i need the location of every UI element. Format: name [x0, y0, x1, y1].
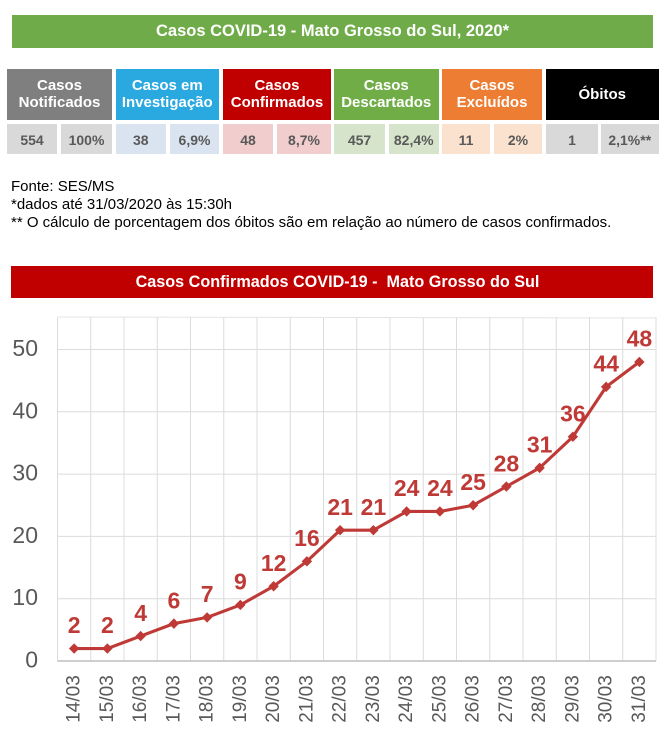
- svg-text:31/03: 31/03: [629, 675, 650, 723]
- svg-text:16: 16: [294, 525, 320, 551]
- svg-text:24: 24: [427, 475, 453, 501]
- svg-text:25/03: 25/03: [429, 675, 450, 723]
- svg-text:2: 2: [68, 612, 81, 638]
- svg-text:2: 2: [101, 612, 114, 638]
- svg-text:7: 7: [201, 581, 214, 607]
- svg-text:15/03: 15/03: [97, 675, 118, 723]
- svg-text:44: 44: [593, 351, 619, 377]
- svg-text:20: 20: [12, 522, 38, 548]
- svg-text:28: 28: [494, 450, 520, 476]
- svg-text:16/03: 16/03: [130, 675, 151, 723]
- svg-text:21/03: 21/03: [296, 675, 317, 723]
- svg-text:20/03: 20/03: [263, 675, 284, 723]
- svg-text:6: 6: [167, 587, 180, 613]
- svg-text:31: 31: [527, 432, 553, 458]
- svg-text:25: 25: [460, 469, 486, 495]
- svg-text:19/03: 19/03: [230, 675, 251, 723]
- svg-text:14/03: 14/03: [64, 675, 85, 723]
- svg-text:17/03: 17/03: [163, 675, 184, 723]
- svg-text:21: 21: [361, 494, 387, 520]
- svg-text:0: 0: [25, 647, 38, 673]
- svg-text:48: 48: [627, 326, 653, 352]
- svg-text:36: 36: [560, 400, 586, 426]
- svg-text:29/03: 29/03: [562, 675, 583, 723]
- svg-text:50: 50: [12, 335, 38, 361]
- svg-text:9: 9: [234, 569, 247, 595]
- svg-text:23/03: 23/03: [363, 675, 384, 723]
- svg-text:22/03: 22/03: [330, 675, 351, 723]
- svg-text:10: 10: [12, 584, 38, 610]
- svg-text:30: 30: [12, 460, 38, 486]
- svg-text:27/03: 27/03: [496, 675, 517, 723]
- svg-text:4: 4: [134, 600, 147, 626]
- svg-text:12: 12: [261, 550, 287, 576]
- svg-text:18/03: 18/03: [197, 675, 218, 723]
- svg-text:21: 21: [327, 494, 353, 520]
- svg-text:26/03: 26/03: [463, 675, 484, 723]
- svg-text:24: 24: [394, 475, 420, 501]
- svg-text:24/03: 24/03: [396, 675, 417, 723]
- svg-text:40: 40: [12, 397, 38, 423]
- svg-text:30/03: 30/03: [596, 675, 617, 723]
- svg-text:28/03: 28/03: [529, 675, 550, 723]
